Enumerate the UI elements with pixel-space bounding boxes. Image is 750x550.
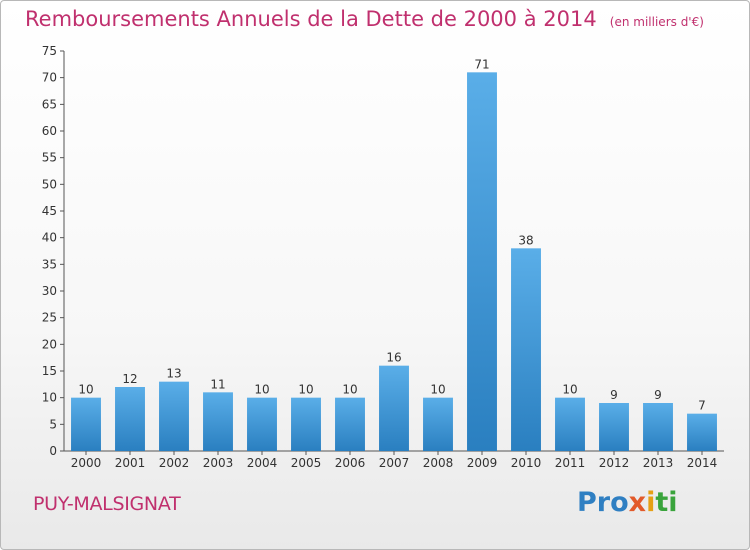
x-tick-label-2012: 2012 bbox=[599, 456, 630, 470]
x-tick-label-2006: 2006 bbox=[335, 456, 366, 470]
chart-title-row: Remboursements Annuels de la Dette de 20… bbox=[25, 7, 704, 31]
x-tick-label-2013: 2013 bbox=[643, 456, 674, 470]
y-tick-label: 20 bbox=[42, 337, 57, 351]
bar-2004 bbox=[247, 397, 277, 451]
data-label-2008: 10 bbox=[430, 383, 445, 397]
bar-2011 bbox=[555, 397, 585, 451]
x-tick-label-2010: 2010 bbox=[511, 456, 542, 470]
bar-2009 bbox=[467, 72, 497, 451]
data-label-2003: 11 bbox=[210, 377, 225, 391]
bar-2000 bbox=[71, 397, 101, 451]
data-label-2009: 71 bbox=[474, 57, 489, 71]
y-tick-label: 40 bbox=[42, 231, 57, 245]
bar-2006 bbox=[335, 397, 365, 451]
commune-name: PUY-MALSIGNAT bbox=[33, 493, 181, 515]
x-tick-label-2002: 2002 bbox=[159, 456, 190, 470]
chart-subtitle: (en milliers d'€) bbox=[609, 15, 704, 29]
y-tick-label: 60 bbox=[42, 124, 57, 138]
bars-group: 10 12 13 11 10 10 10 16 10 71 38 10 9 9 7 bbox=[71, 57, 717, 451]
data-label-2007: 16 bbox=[386, 351, 401, 365]
logo-part-2: x bbox=[628, 487, 647, 518]
y-tick-label: 35 bbox=[42, 257, 57, 271]
data-label-2001: 12 bbox=[122, 372, 137, 386]
x-tick-label-2000: 2000 bbox=[71, 456, 102, 470]
logo-part-4: ti bbox=[655, 487, 678, 518]
x-tick-label-2001: 2001 bbox=[115, 456, 146, 470]
data-label-2005: 10 bbox=[298, 383, 313, 397]
chart-title: Remboursements Annuels de la Dette de 20… bbox=[25, 7, 597, 31]
y-tick-label: 5 bbox=[49, 417, 57, 431]
logo-part-3: i bbox=[646, 487, 656, 518]
bar-2005 bbox=[291, 397, 321, 451]
bar-2013 bbox=[643, 403, 673, 451]
data-label-2013: 9 bbox=[654, 388, 662, 402]
data-label-2010: 38 bbox=[518, 233, 533, 247]
data-label-2004: 10 bbox=[254, 383, 269, 397]
y-tick-label: 30 bbox=[42, 284, 57, 298]
y-tick-label: 50 bbox=[42, 177, 57, 191]
x-tick-label-2009: 2009 bbox=[467, 456, 498, 470]
x-tick-label-2005: 2005 bbox=[291, 456, 322, 470]
y-tick-label: 45 bbox=[42, 204, 57, 218]
x-tick-label-2004: 2004 bbox=[247, 456, 278, 470]
bar-2012 bbox=[599, 403, 629, 451]
y-axis: 0 5 10 15 20 25 30 35 40 45 50 55 60 65 70 75 bbox=[42, 44, 65, 458]
y-tick-label: 70 bbox=[42, 71, 57, 85]
proxiti-logo: Proxiti bbox=[577, 487, 678, 518]
logo-part-1: Pro bbox=[577, 487, 629, 518]
y-tick-label: 10 bbox=[42, 391, 57, 405]
data-label-2012: 9 bbox=[610, 388, 618, 402]
y-tick-label: 0 bbox=[49, 444, 57, 458]
y-tick-label: 55 bbox=[42, 151, 57, 165]
y-tick-label: 15 bbox=[42, 364, 57, 378]
x-tick-label-2008: 2008 bbox=[423, 456, 454, 470]
y-tick-label: 25 bbox=[42, 311, 57, 325]
x-axis: 2000 2001 2002 2003 2004 2005 2006 2007 2008 2009… bbox=[64, 450, 724, 470]
bar-2007 bbox=[379, 365, 409, 451]
bar-2010 bbox=[511, 248, 541, 451]
x-tick-label-2011: 2011 bbox=[555, 456, 586, 470]
bar-2014 bbox=[687, 413, 717, 451]
bar-2001 bbox=[115, 387, 145, 451]
x-tick-label-2014: 2014 bbox=[687, 456, 718, 470]
bar-2003 bbox=[203, 392, 233, 451]
data-label-2006: 10 bbox=[342, 383, 357, 397]
bar-2008 bbox=[423, 397, 453, 451]
bar-2002 bbox=[159, 381, 189, 451]
x-tick-label-2003: 2003 bbox=[203, 456, 234, 470]
y-tick-label: 65 bbox=[42, 97, 57, 111]
data-label-2000: 10 bbox=[78, 383, 93, 397]
data-label-2014: 7 bbox=[698, 399, 706, 413]
data-label-2002: 13 bbox=[166, 367, 181, 381]
x-tick-label-2007: 2007 bbox=[379, 456, 410, 470]
data-label-2011: 10 bbox=[562, 383, 577, 397]
y-tick-label: 75 bbox=[42, 44, 57, 58]
